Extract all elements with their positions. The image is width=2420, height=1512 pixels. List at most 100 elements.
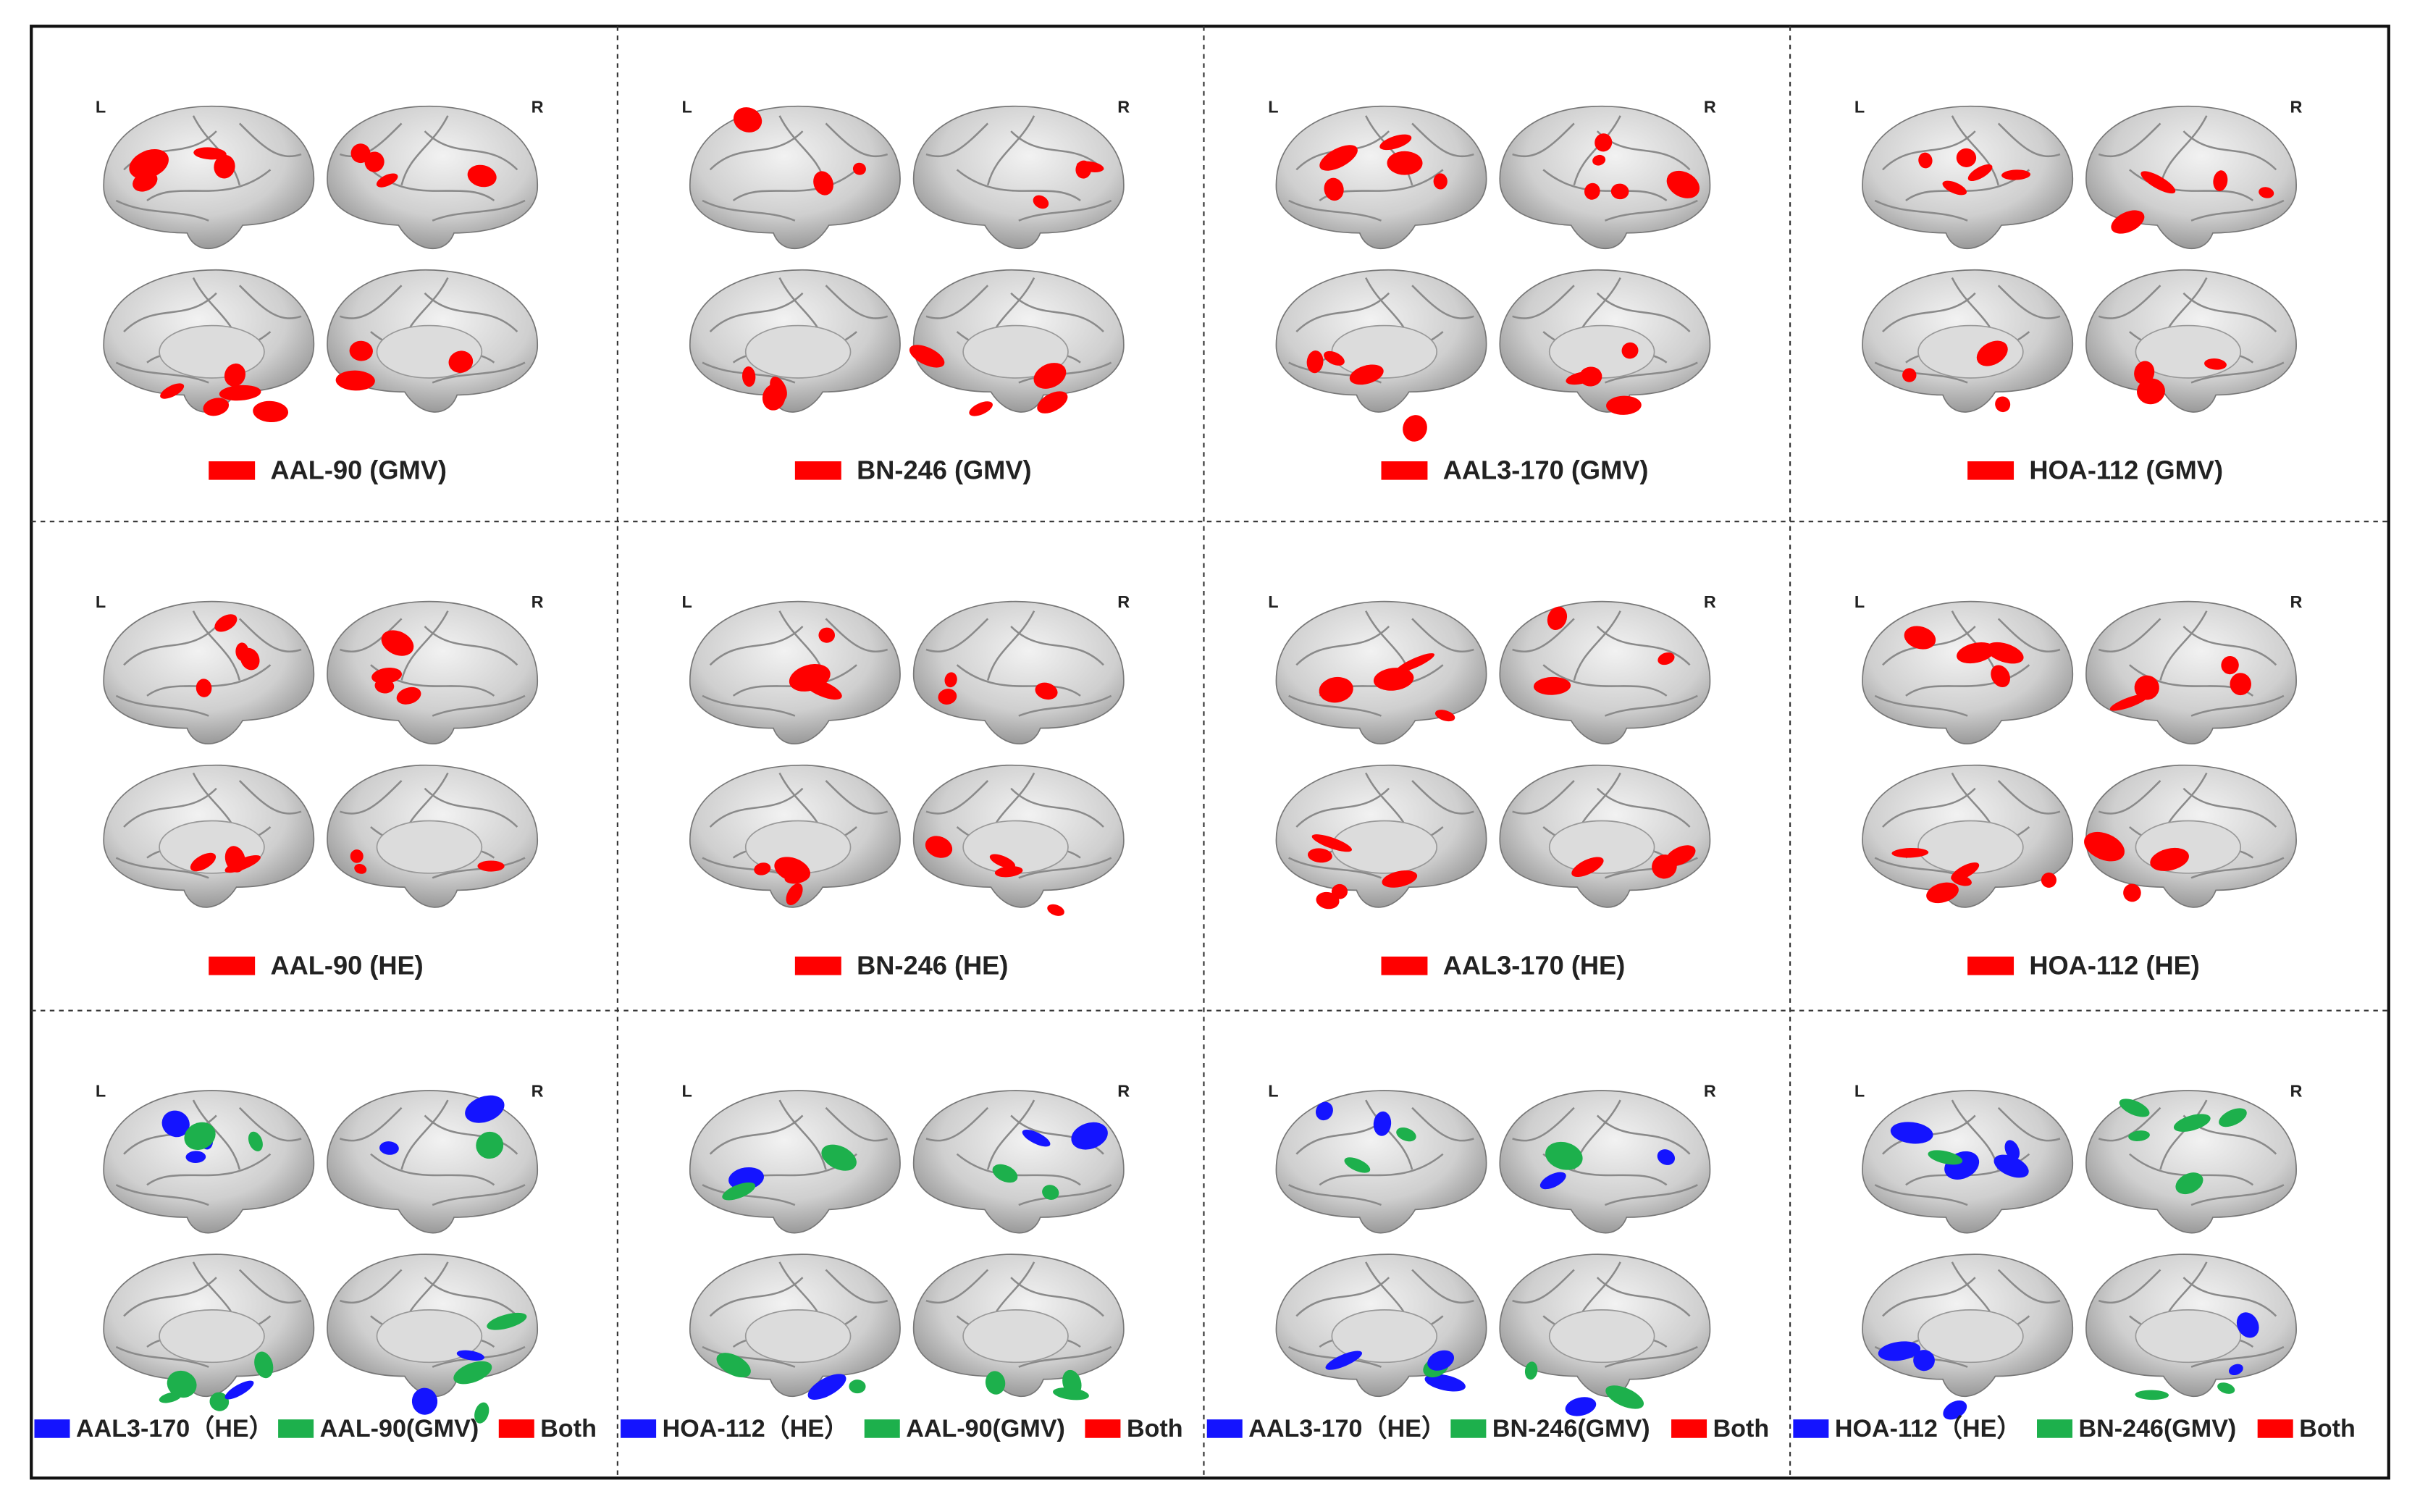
hemisphere-label: L (1854, 592, 1865, 611)
brain (2085, 1090, 2297, 1234)
sulcus (146, 169, 272, 202)
sulcus (238, 780, 302, 815)
highlight-region (909, 345, 945, 368)
sulcus (2182, 130, 2277, 171)
brain (2085, 269, 2297, 413)
sulcus (339, 780, 403, 815)
sulcus (1604, 857, 1698, 879)
panel: L R AAL-90 (HE) (96, 592, 544, 980)
brain (689, 1090, 901, 1234)
brain-surface (327, 105, 538, 250)
sulcus (238, 1269, 302, 1304)
legend-label: BN-246 (HE) (857, 950, 1008, 980)
brain (1275, 764, 1487, 910)
panel: L R AAL3-170（HE） AAL-90(GMV) Both (34, 1082, 597, 1442)
brain (1499, 600, 1711, 744)
sulcus (339, 1106, 403, 1142)
highlight-region (467, 164, 497, 188)
highlight-region (2217, 1382, 2235, 1394)
sulcus (1604, 199, 1698, 222)
sulcus (123, 626, 217, 666)
highlight-region (716, 1353, 751, 1378)
sulcus (1512, 1106, 1575, 1142)
sulcus (2098, 122, 2161, 158)
legend-label: Both (1713, 1415, 1770, 1442)
sulcus (702, 1184, 796, 1206)
highlight-region (2109, 694, 2149, 711)
brain (1275, 105, 1487, 250)
sulcus (1997, 122, 2061, 158)
hemisphere-label: R (532, 1082, 544, 1101)
brain (2085, 600, 2297, 744)
sulcus (1411, 122, 1474, 158)
corpus-callosum (962, 324, 1069, 379)
highlight-region (161, 1110, 190, 1138)
highlight-region (2134, 361, 2155, 385)
highlight-region (224, 364, 246, 387)
sulcus (1874, 199, 1968, 222)
sulcus (709, 292, 804, 332)
highlight-region (818, 627, 836, 643)
highlight-region (1427, 1350, 1455, 1371)
brain-surface (103, 1090, 315, 1234)
brain-surface (2085, 600, 2297, 744)
sulcus (115, 1184, 209, 1206)
brain (912, 764, 1125, 916)
legend-label: AAL3-170 (GMV) (1443, 455, 1649, 485)
corpus-callosum (1917, 1309, 2024, 1364)
highlight-region (1037, 391, 1068, 413)
sulcus (1411, 618, 1474, 653)
highlight-region (1943, 1400, 1967, 1420)
sulcus (825, 1106, 888, 1142)
panel: L R HOA-112 (HE) (1854, 592, 2303, 980)
sulcus (238, 285, 302, 319)
sulcus (2098, 618, 2161, 653)
sulcus (339, 1269, 403, 1304)
sulcus (709, 626, 804, 666)
highlight-region (2236, 1312, 2259, 1338)
sulcus (1319, 1153, 1444, 1186)
sulcus (123, 787, 217, 828)
corpus-callosum (2135, 1309, 2242, 1364)
hemisphere-label: R (1117, 97, 1130, 116)
highlight-region (1928, 1150, 1963, 1165)
highlight-region (1042, 1185, 1059, 1200)
highlight-region (2004, 1140, 2020, 1161)
sulcus (956, 664, 1081, 697)
highlight-region (474, 1402, 490, 1424)
highlight-region (1547, 606, 1568, 630)
corpus-callosum (1331, 1309, 1438, 1364)
highlight-region (1904, 626, 1936, 650)
highlight-region (185, 1151, 206, 1163)
sulcus (400, 1099, 449, 1170)
highlight-region (1396, 1127, 1416, 1142)
sulcus (1542, 664, 1668, 697)
brain (327, 269, 538, 413)
highlight-region (2134, 675, 2159, 700)
brain (2085, 105, 2297, 250)
highlight-region (1324, 350, 1345, 366)
sulcus (1874, 694, 1968, 717)
panel: L R BN-246 (HE) (682, 592, 1130, 980)
legend-label: BN-246 (GMV) (857, 455, 1032, 485)
highlight-region (2137, 378, 2165, 405)
corpus-callosum (1548, 324, 1655, 379)
highlight-region (2228, 1364, 2243, 1376)
sulcus (424, 787, 518, 828)
highlight-region (2111, 210, 2145, 234)
brain-surface (1499, 1090, 1711, 1234)
highlight-region (1033, 363, 1067, 389)
hemisphere-label: L (682, 1082, 692, 1101)
brain (1499, 105, 1711, 250)
highlight-region (235, 642, 249, 661)
highlight-region (1610, 183, 1629, 200)
sulcus (925, 618, 989, 653)
highlight-region (349, 340, 373, 361)
highlight-region (1951, 862, 1980, 881)
corpus-callosum (159, 1309, 265, 1364)
sulcus (370, 1153, 495, 1186)
brain (103, 269, 315, 423)
brain (1275, 600, 1487, 744)
corpus-callosum (1331, 324, 1438, 379)
sulcus (1512, 618, 1575, 653)
